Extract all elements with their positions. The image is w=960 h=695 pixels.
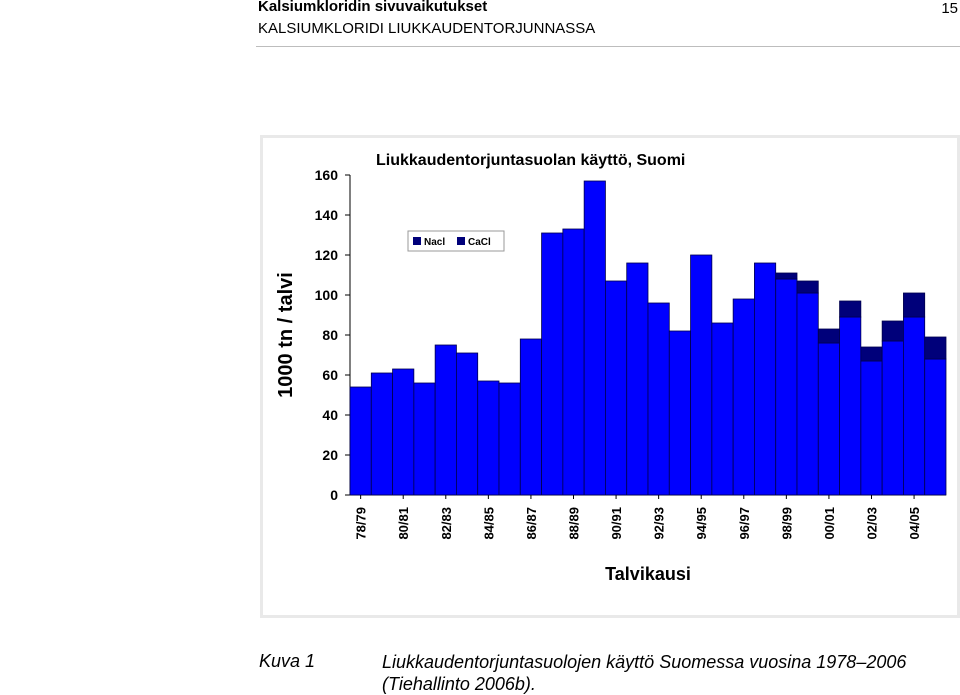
bar-nacl (477, 380, 500, 496)
legend-box (407, 230, 505, 252)
x-tick-label: 88/89 (567, 507, 582, 540)
bar-nacl (562, 228, 585, 496)
header-subtitle: KALSIUMKLORIDI LIUKKAUDENTORJUNNASSA (258, 20, 596, 37)
bar-cacl (839, 300, 862, 318)
x-tick-label: 04/05 (907, 507, 922, 540)
bar-cacl (903, 292, 926, 318)
bar-cacl (924, 336, 947, 360)
bar-nacl (434, 344, 457, 496)
bar-nacl (541, 232, 564, 496)
y-tick-label: 60 (322, 367, 338, 383)
y-axis-label: 1000 tn / talvi (275, 272, 297, 398)
x-tick-label: 94/95 (694, 507, 709, 540)
x-tick-label: 02/03 (865, 507, 880, 540)
bar-nacl (775, 278, 798, 496)
bar-nacl (903, 316, 926, 496)
bar-cacl (775, 272, 798, 280)
header-title: Kalsiumkloridin sivuvaikutukset (258, 0, 488, 15)
caption-text: Liukkaudentorjuntasuolojen käyttö Suomes… (382, 652, 907, 694)
chart-title: Liukkaudentorjuntasuolan käyttö, Suomi (376, 152, 685, 169)
x-tick-label: 96/97 (737, 507, 752, 540)
x-tick-label: 98/99 (779, 507, 794, 540)
bar-cacl (817, 328, 840, 344)
bar-nacl (839, 316, 862, 496)
y-tick-label: 80 (322, 327, 338, 343)
bar-nacl (519, 338, 542, 496)
legend-swatch-cacl (457, 237, 465, 245)
bar-nacl (583, 180, 606, 496)
bar-nacl (605, 280, 628, 496)
bar-nacl (392, 368, 415, 496)
bar-nacl (647, 302, 670, 496)
bar-nacl (860, 360, 883, 496)
x-axis-label: Talvikausi (605, 564, 691, 584)
legend-swatch-nacl (413, 237, 421, 245)
bar-nacl (349, 386, 372, 496)
x-tick-label: 92/93 (652, 507, 667, 540)
x-tick-label: 90/91 (609, 507, 624, 540)
legend-label-cacl: CaCl (468, 237, 491, 248)
legend-label-nacl: Nacl (424, 237, 445, 248)
legend: Nacl CaCl (407, 230, 505, 252)
bar-nacl (690, 254, 713, 496)
bar-nacl (413, 382, 436, 496)
bar-nacl (796, 292, 819, 496)
bar-cacl (796, 280, 819, 294)
y-tick-label: 100 (315, 287, 339, 303)
bar-nacl (754, 262, 777, 496)
bar-nacl (456, 352, 479, 496)
bar-cacl (881, 320, 904, 342)
x-tick-label: 80/81 (396, 507, 411, 540)
x-tick-label: 84/85 (481, 507, 496, 540)
bar-nacl (817, 342, 840, 496)
y-tick-label: 160 (315, 167, 339, 183)
bar-cacl (860, 346, 883, 362)
bar-nacl (668, 330, 691, 496)
y-tick-label: 140 (315, 207, 339, 223)
bar-nacl (370, 372, 393, 496)
x-tick-label: 82/83 (439, 507, 454, 540)
x-tick-label: 00/01 (822, 507, 837, 540)
bar-nacl (732, 298, 755, 496)
bar-nacl (711, 322, 734, 496)
bar-nacl (924, 358, 947, 496)
x-tick-label: 78/79 (354, 507, 369, 540)
y-tick-label: 40 (322, 407, 338, 423)
bar-nacl (626, 262, 649, 496)
y-tick-label: 20 (322, 447, 338, 463)
bar-nacl (498, 382, 521, 496)
y-tick-label: 120 (315, 247, 339, 263)
header-rule (256, 46, 960, 47)
bar-nacl (881, 340, 904, 496)
page-number: 15 (941, 0, 958, 17)
caption-label: Kuva 1 (259, 651, 316, 671)
salt-usage-chart: 0 20 40 60 80 100 120 140 160 78/79 80/81 82/83 84/8… (260, 135, 960, 618)
x-tick-label: 86/87 (524, 507, 539, 540)
y-tick-label: 0 (330, 487, 338, 503)
